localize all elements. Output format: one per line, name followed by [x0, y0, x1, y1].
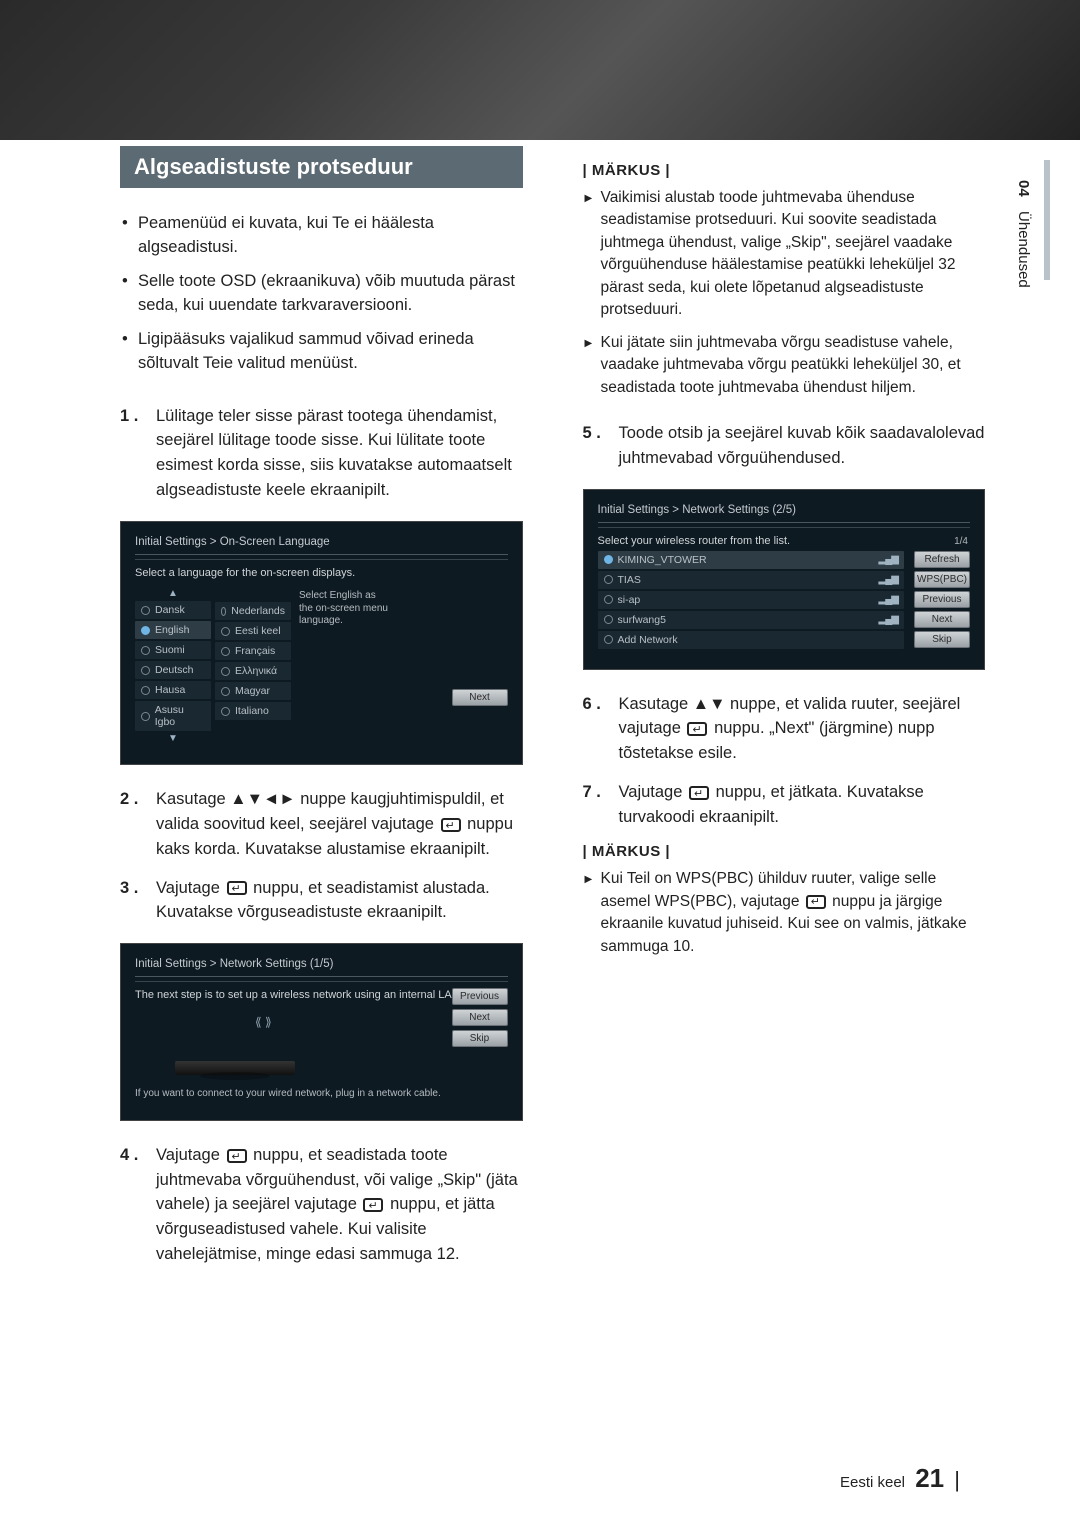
osd-network-1: Initial Settings > Network Settings (1/5… [120, 943, 523, 1121]
note-label: | MÄRKUS | [583, 843, 986, 860]
lang-option[interactable]: Magyar [235, 685, 270, 697]
footer-page-number: 21 [915, 1463, 944, 1493]
bullet: Selle toote OSD (ekraanikuva) võib muutu… [120, 270, 523, 318]
osd-skip-button[interactable]: Skip [452, 1030, 508, 1047]
lang-option[interactable]: Ελληνικά [235, 665, 277, 677]
osd-network-2: Initial Settings > Network Settings (2/5… [583, 489, 986, 670]
enter-icon [806, 895, 826, 909]
osd-next-button[interactable]: Next [452, 689, 508, 706]
osd-page-count: 1/4 [954, 536, 968, 547]
step-4: Vajutage nuppu, et seadistada toote juht… [120, 1143, 523, 1267]
osd-title: Initial Settings > Network Settings (1/5… [135, 958, 508, 977]
note-list-1: Vaikimisi alustab toode juhtmevaba ühend… [583, 187, 986, 399]
footer-lang: Eesti keel [840, 1474, 905, 1491]
lang-option[interactable]: English [155, 624, 189, 636]
step-5: Toode otsib ja seejärel kuvab kõik saada… [583, 421, 986, 471]
step-2: Kasutage ▲▼◄► nuppe kaugjuhtimispuldil, … [120, 787, 523, 861]
osd-title: Initial Settings > Network Settings (2/5… [598, 504, 971, 523]
enter-icon [227, 881, 247, 895]
osd-previous-button[interactable]: Previous [452, 988, 508, 1005]
lang-option[interactable]: Asusu Igbo [155, 704, 205, 728]
osd-next-button[interactable]: Next [452, 1009, 508, 1026]
osd-subtitle: Select your wireless router from the lis… [598, 534, 791, 549]
enter-icon [441, 818, 461, 832]
osd-language: Initial Settings > On-Screen Language Se… [120, 521, 523, 766]
steps-list-right-2: Kasutage ▲▼ nuppe, et valida ruuter, see… [583, 692, 986, 830]
section-title: Algseadistuste protseduur [120, 146, 523, 188]
osd-note: If you want to connect to your wired net… [135, 1087, 508, 1100]
left-column: Algseadistuste protseduur Peamenüüd ei k… [120, 140, 523, 1281]
side-chapter-label: 04 Ühendused [1015, 180, 1032, 288]
osd-previous-button[interactable]: Previous [914, 591, 970, 608]
osd-skip-button[interactable]: Skip [914, 631, 970, 648]
language-grid: ▲ Dansk English Suomi Deutsch Hausa Asus… [135, 588, 291, 744]
side-accent-bar [1044, 160, 1050, 280]
lang-option[interactable]: Nederlands [231, 605, 285, 617]
wifi-row[interactable]: Add Network [598, 631, 905, 649]
enter-icon [687, 722, 707, 736]
step-7: Vajutage nuppu, et jätkata. Kuvatakse tu… [583, 780, 986, 830]
lang-option[interactable]: Français [235, 645, 275, 657]
enter-icon [689, 786, 709, 800]
osd-subtitle: Select a language for the on-screen disp… [135, 566, 508, 581]
osd-title: Initial Settings > On-Screen Language [135, 536, 508, 555]
steps-list-right-1: Toode otsib ja seejärel kuvab kõik saada… [583, 421, 986, 471]
page-content: Algseadistuste protseduur Peamenüüd ei k… [0, 140, 1080, 1281]
note-item: Vaikimisi alustab toode juhtmevaba ühend… [583, 187, 986, 322]
lang-option[interactable]: Hausa [155, 684, 185, 696]
top-gradient [0, 0, 1080, 140]
wifi-row[interactable]: si-ap▂▄▆ [598, 591, 905, 609]
bullet: Peamenüüd ei kuvata, kui Te ei häälesta … [120, 212, 523, 260]
step-3: Vajutage nuppu, et seadistamist alustada… [120, 876, 523, 926]
step-1: Lülitage teler sisse pärast tootega ühen… [120, 404, 523, 503]
intro-bullets: Peamenüüd ei kuvata, kui Te ei häälesta … [120, 212, 523, 376]
osd-refresh-button[interactable]: Refresh [914, 551, 970, 568]
lang-option[interactable]: Italiano [235, 705, 269, 717]
chapter-number: 04 [1015, 180, 1032, 197]
wifi-list: KIMING_VTOWER▂▄▆ TIAS▂▄▆ si-ap▂▄▆ surfwa… [598, 551, 905, 649]
bullet: Ligipääsuks vajalikud sammud võivad erin… [120, 328, 523, 376]
wifi-row[interactable]: TIAS▂▄▆ [598, 571, 905, 589]
steps-list-left-2: Kasutage ▲▼◄► nuppe kaugjuhtimispuldil, … [120, 787, 523, 925]
lang-option[interactable]: Eesti keel [235, 625, 281, 637]
steps-list-left: Lülitage teler sisse pärast tootega ühen… [120, 404, 523, 503]
note-label: | MÄRKUS | [583, 162, 986, 179]
lang-option[interactable]: Deutsch [155, 664, 194, 676]
note-item: Kui Teil on WPS(PBC) ühilduv ruuter, val… [583, 868, 986, 958]
right-column: | MÄRKUS | Vaikimisi alustab toode juhtm… [583, 140, 986, 1281]
osd-wps-button[interactable]: WPS(PBC) [914, 571, 970, 588]
step-6: Kasutage ▲▼ nuppe, et valida ruuter, see… [583, 692, 986, 766]
lang-option[interactable]: Suomi [155, 644, 185, 656]
wifi-row[interactable]: KIMING_VTOWER▂▄▆ [598, 551, 905, 569]
page-footer: Eesti keel 21 | [0, 1463, 1080, 1494]
enter-icon [363, 1198, 383, 1212]
osd-next-button[interactable]: Next [914, 611, 970, 628]
note-list-2: Kui Teil on WPS(PBC) ühilduv ruuter, val… [583, 868, 986, 958]
steps-list-left-3: Vajutage nuppu, et seadistada toote juht… [120, 1143, 523, 1267]
osd-hint: Select English as the on-screen menu lan… [299, 588, 391, 628]
note-item: Kui jätate siin juhtmevaba võrgu seadist… [583, 332, 986, 399]
lang-option[interactable]: Dansk [155, 604, 185, 616]
enter-icon [227, 1149, 247, 1163]
chapter-title: Ühendused [1015, 211, 1032, 288]
footer-bar: | [954, 1467, 960, 1492]
wifi-row[interactable]: surfwang5▂▄▆ [598, 611, 905, 629]
